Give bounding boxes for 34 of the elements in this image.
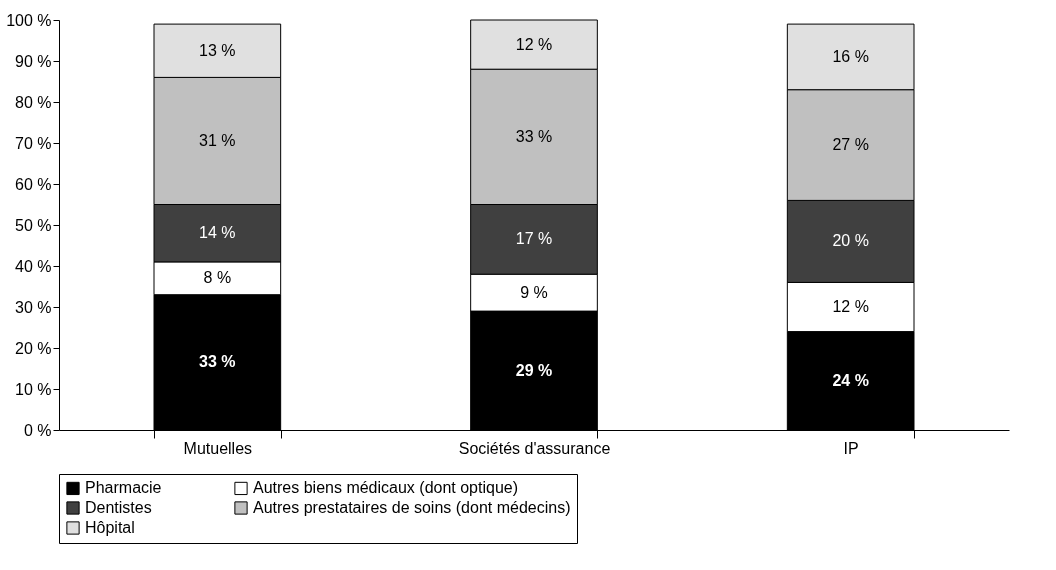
data-label: 16 % [832, 47, 869, 65]
y-tick-label: 0 % [23, 421, 52, 439]
data-label: 12 % [832, 298, 869, 315]
legend-label: Hôpital [85, 519, 135, 536]
y-tick-label: 20 % [15, 339, 52, 357]
y-tick-label: 70 % [15, 134, 52, 152]
y-tick-label: 90 % [15, 52, 52, 70]
y-tick-label: 30 % [15, 298, 52, 316]
legend-label: Autres prestataires de soins (dont médecins) [253, 499, 571, 516]
data-label: 27 % [832, 136, 869, 154]
data-label: 33 % [515, 127, 553, 145]
data-label: 29 % [515, 361, 553, 379]
data-label: 9 % [520, 283, 548, 301]
y-tick-label: 10 % [15, 380, 52, 398]
y-tick-label: 80 % [15, 93, 52, 111]
data-label: 33 % [199, 353, 236, 371]
data-label: 14 % [199, 224, 236, 242]
data-label: 24 % [832, 371, 869, 389]
x-tick-label: Mutuelles [183, 439, 253, 457]
data-label: 31 % [199, 131, 236, 149]
data-label: 20 % [832, 232, 869, 250]
legend-label: Pharmacie [85, 479, 162, 497]
legend-label: Dentistes [85, 499, 152, 516]
y-tick-label: 100 % [6, 11, 52, 29]
y-tick-label: 60 % [15, 175, 52, 193]
data-label: 12 % [515, 35, 553, 53]
data-label: 13 % [199, 41, 236, 59]
x-tick-label: Sociétés d'assurance [458, 439, 611, 457]
x-tick-label: IP [843, 439, 859, 457]
data-label: 17 % [515, 230, 553, 248]
y-tick-label: 40 % [15, 257, 52, 275]
data-label: 8 % [203, 269, 232, 287]
legend-label: Autres biens médicaux (dont optique) [253, 479, 519, 497]
y-tick-label: 50 % [15, 216, 52, 234]
